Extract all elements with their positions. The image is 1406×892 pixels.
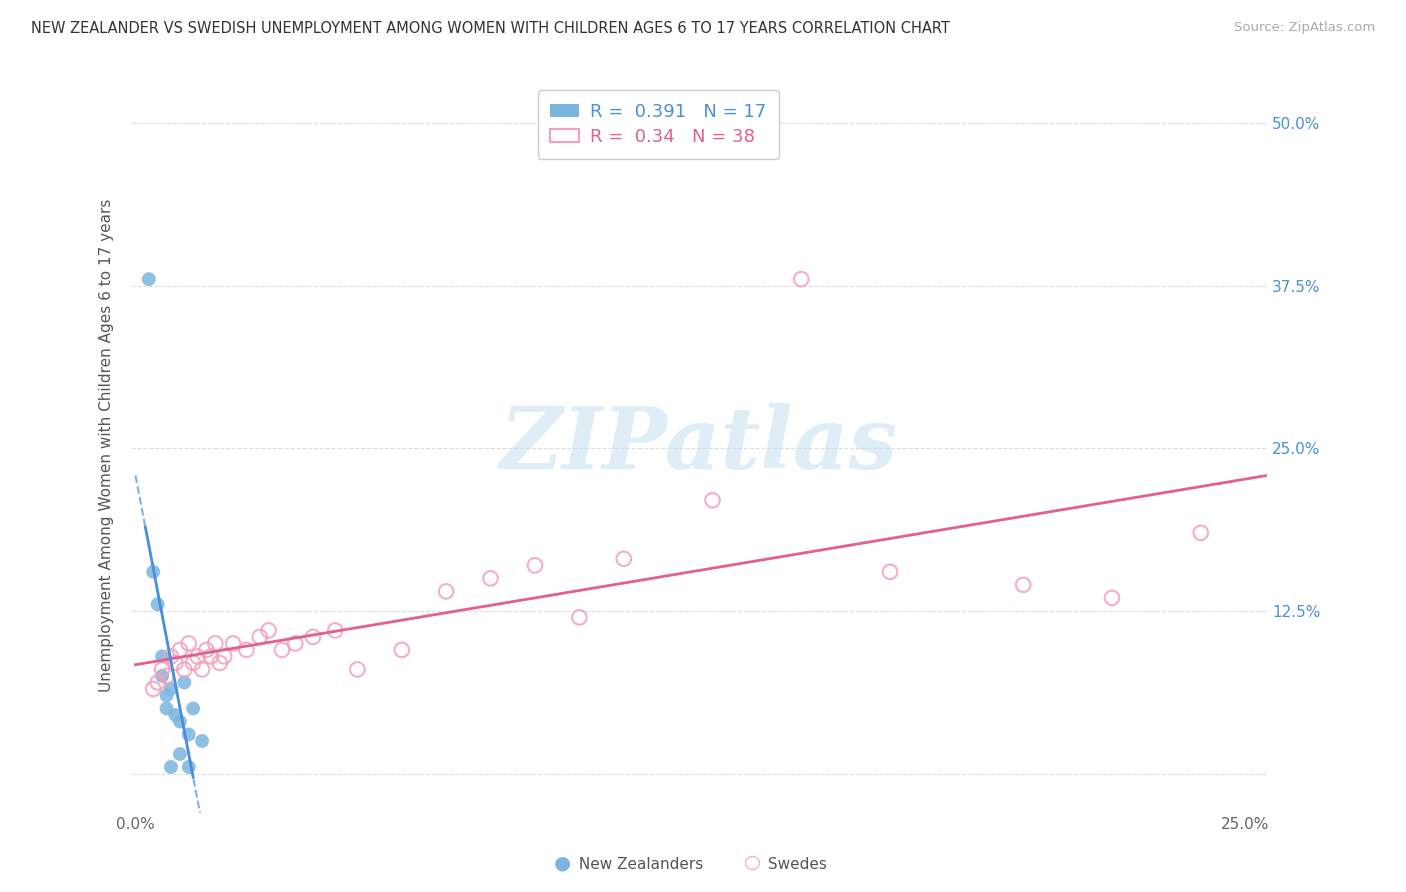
Point	[146, 598, 169, 612]
Point	[879, 565, 901, 579]
Text: Source: ZipAtlas.com: Source: ZipAtlas.com	[1234, 21, 1375, 34]
Text: Swedes: Swedes	[763, 857, 827, 872]
Point	[271, 643, 294, 657]
Y-axis label: Unemployment Among Women with Children Ages 6 to 17 years: Unemployment Among Women with Children A…	[100, 198, 114, 691]
Point	[1189, 525, 1212, 540]
Point	[212, 649, 235, 664]
Point	[235, 643, 257, 657]
Text: ●: ●	[554, 854, 571, 872]
Point	[169, 643, 191, 657]
Point	[346, 662, 368, 676]
Legend: R =  0.391   N = 17, R =  0.34   N = 38: R = 0.391 N = 17, R = 0.34 N = 38	[537, 90, 779, 159]
Point	[138, 272, 160, 286]
Point	[150, 662, 173, 676]
Point	[177, 727, 200, 741]
Point	[150, 669, 173, 683]
Point	[191, 662, 214, 676]
Point	[169, 747, 191, 761]
Point	[222, 636, 245, 650]
Point	[391, 643, 413, 657]
Point	[702, 493, 724, 508]
Point	[302, 630, 325, 644]
Point	[181, 656, 204, 670]
Point	[160, 760, 183, 774]
Point	[204, 636, 226, 650]
Point	[568, 610, 591, 624]
Text: NEW ZEALANDER VS SWEDISH UNEMPLOYMENT AMONG WOMEN WITH CHILDREN AGES 6 TO 17 YEA: NEW ZEALANDER VS SWEDISH UNEMPLOYMENT AM…	[31, 21, 950, 36]
Point	[142, 565, 165, 579]
Point	[323, 624, 346, 638]
Point	[155, 669, 177, 683]
Point	[200, 649, 222, 664]
Point	[195, 643, 218, 657]
Point	[165, 708, 187, 723]
Point	[208, 656, 231, 670]
Point	[434, 584, 457, 599]
Point	[613, 551, 636, 566]
Point	[165, 656, 187, 670]
Point	[155, 689, 177, 703]
Point	[1012, 578, 1035, 592]
Point	[146, 675, 169, 690]
Text: ○: ○	[744, 854, 761, 872]
Point	[160, 681, 183, 696]
Point	[257, 624, 280, 638]
Point	[150, 649, 173, 664]
Point	[249, 630, 271, 644]
Point	[142, 681, 165, 696]
Point	[169, 714, 191, 729]
Point	[160, 649, 183, 664]
Point	[181, 701, 204, 715]
Point	[191, 734, 214, 748]
Point	[177, 760, 200, 774]
Text: New Zealanders: New Zealanders	[574, 857, 703, 872]
Point	[177, 636, 200, 650]
Point	[284, 636, 307, 650]
Point	[173, 675, 195, 690]
Point	[173, 662, 195, 676]
Point	[479, 571, 502, 585]
Point	[1101, 591, 1123, 605]
Point	[187, 649, 209, 664]
Text: ZIPatlas: ZIPatlas	[501, 403, 898, 487]
Point	[790, 272, 813, 286]
Point	[523, 558, 546, 573]
Point	[155, 701, 177, 715]
